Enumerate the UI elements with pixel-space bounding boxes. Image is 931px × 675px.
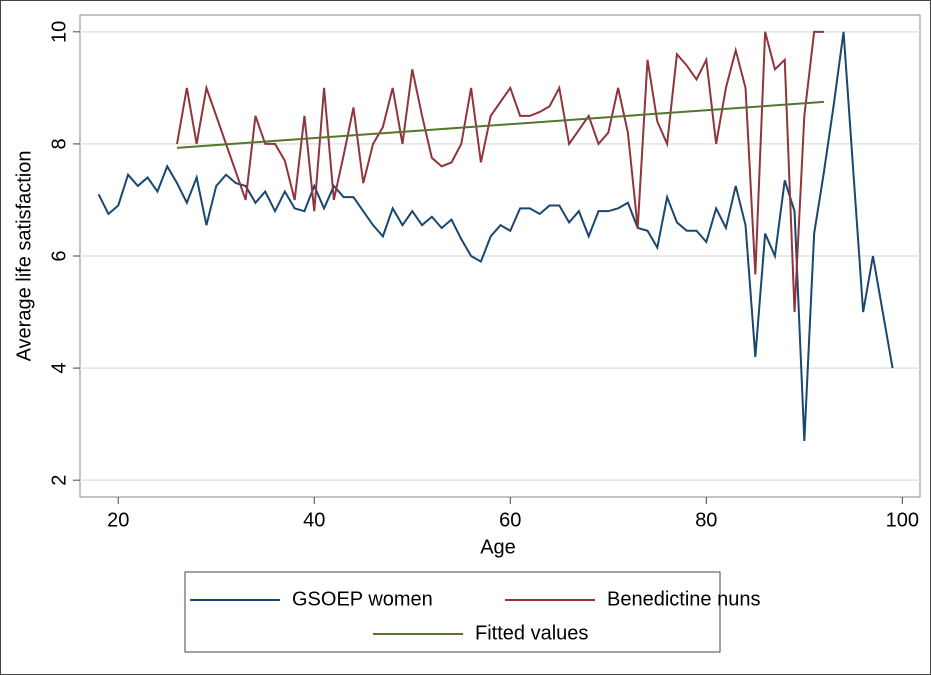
y-tick-label: 8 [48,138,70,149]
y-axis-title: Average life satisfaction [13,151,35,362]
series-line [97,31,894,442]
legend-label: Benedictine nuns [607,588,760,610]
y-tick-label: 10 [48,21,70,43]
x-tick-label: 80 [695,509,717,531]
x-tick-label: 60 [499,509,521,531]
y-tick-label: 2 [48,475,70,486]
legend-label: GSOEP women [292,588,433,610]
legend [184,571,721,653]
series-line [176,100,825,149]
x-tick-label: 20 [107,509,129,531]
x-tick-label: 100 [886,509,919,531]
y-tick-label: 6 [48,250,70,261]
x-axis-title: Age [480,536,516,558]
series-line [176,30,824,313]
legend-label: Fitted values [475,622,588,644]
x-tick-label: 40 [303,509,325,531]
y-tick-label: 4 [48,363,70,374]
